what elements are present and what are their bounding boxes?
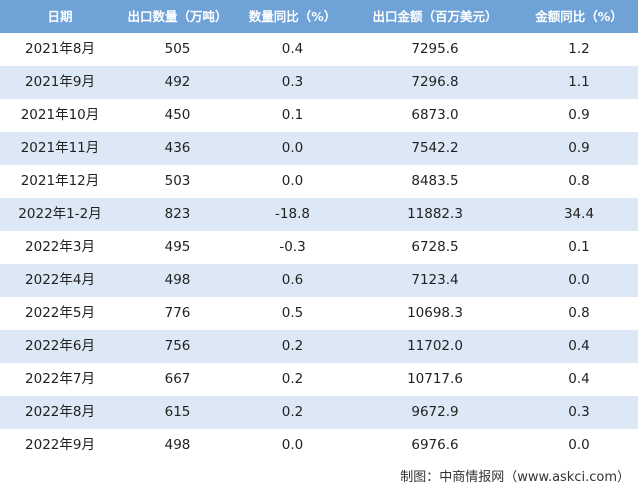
table-cell: 0.3 xyxy=(568,404,590,420)
table-cell: 492 xyxy=(164,74,191,90)
table-cell: 503 xyxy=(164,173,191,189)
table-cell: 0.0 xyxy=(281,140,304,156)
table-cell: 450 xyxy=(164,107,191,123)
table-cell: 0.9 xyxy=(568,140,590,156)
table-cell: 2021年11月 xyxy=(20,140,100,156)
table-cell: 1.1 xyxy=(568,74,590,90)
table-cell: 0.2 xyxy=(281,404,304,420)
table-cell: 0.0 xyxy=(568,272,590,288)
table-row: 2021年10月 450 0.1 6873.0 0.9 xyxy=(0,99,638,132)
table-cell: 2021年10月 xyxy=(20,107,100,123)
table-cell: 436 xyxy=(164,140,191,156)
table-cell: 6728.5 xyxy=(411,239,459,255)
table-cell: 2022年7月 xyxy=(25,371,95,387)
table-cell: 0.9 xyxy=(568,107,590,123)
table-cell: 11882.3 xyxy=(407,206,463,222)
table-row: 2022年9月 498 0.0 6976.6 0.0 xyxy=(0,429,638,462)
table-cell: 6873.0 xyxy=(411,107,459,123)
table-cell: 11702.0 xyxy=(407,338,463,354)
table-cell: 505 xyxy=(164,41,191,57)
table-row: 2021年8月 505 0.4 7295.6 1.2 xyxy=(0,33,638,66)
table-cell: 498 xyxy=(164,437,191,453)
table-cell: 2021年12月 xyxy=(20,173,100,189)
table-cell: 0.0 xyxy=(281,173,304,189)
table-cell: 8483.5 xyxy=(411,173,459,189)
table-cell: 0.2 xyxy=(281,338,304,354)
table-row: 2022年6月 756 0.2 11702.0 0.4 xyxy=(0,330,638,363)
footer: 制图：中商情报网（www.askci.com） xyxy=(400,470,630,485)
table-cell: 0.4 xyxy=(568,371,590,387)
table-cell: 1.2 xyxy=(568,41,590,57)
header-cell: 金额同比（%） xyxy=(535,9,623,24)
header-cell: 数量同比（%） xyxy=(248,9,337,24)
table-row: 2022年1-2月 823 -18.8 11882.3 34.4 xyxy=(0,198,638,231)
table-cell: 9672.9 xyxy=(411,404,459,420)
table-cell: 0.6 xyxy=(281,272,304,288)
table-cell: 2022年1-2月 xyxy=(18,206,102,222)
table-cell: 0.8 xyxy=(568,173,590,189)
table-cell: 0.8 xyxy=(568,305,590,321)
table-cell: 615 xyxy=(164,404,191,420)
table-cell: 667 xyxy=(164,371,191,387)
table-cell: 2022年8月 xyxy=(25,404,95,420)
table-cell: 10698.3 xyxy=(407,305,463,321)
header-cell: 出口金额（百万美元） xyxy=(372,9,498,24)
table-cell: 7123.4 xyxy=(411,272,459,288)
table-cell: 756 xyxy=(164,338,191,354)
table-cell: 34.4 xyxy=(563,206,595,222)
table-cell: 498 xyxy=(164,272,191,288)
table-row: 2021年12月 503 0.0 8483.5 0.8 xyxy=(0,165,638,198)
table-cell: 0.3 xyxy=(281,74,304,90)
table-row: 2022年5月 776 0.5 10698.3 0.8 xyxy=(0,297,638,330)
table-cell: 776 xyxy=(164,305,191,321)
table-cell: 0.4 xyxy=(281,41,304,57)
table-cell: 0.5 xyxy=(281,305,304,321)
table-cell: 7295.6 xyxy=(411,41,459,57)
table-cell: 0.2 xyxy=(281,371,304,387)
table-row: 2021年11月 436 0.0 7542.2 0.9 xyxy=(0,132,638,165)
table-cell: 823 xyxy=(164,206,191,222)
table-cell: 2022年3月 xyxy=(25,239,95,255)
table-cell: 0.1 xyxy=(568,239,590,255)
table-cell: 2021年9月 xyxy=(25,74,95,90)
table-cell: 6976.6 xyxy=(411,437,459,453)
table-cell: 0.4 xyxy=(568,338,590,354)
header-cell: 日期 xyxy=(47,9,73,24)
table-cell: 2022年9月 xyxy=(25,437,95,453)
table-cell: 10717.6 xyxy=(407,371,463,387)
table-row: 2022年3月 495 -0.3 6728.5 0.1 xyxy=(0,231,638,264)
table-row: 2022年7月 667 0.2 10717.6 0.4 xyxy=(0,363,638,396)
header-cell: 出口数量（万吨） xyxy=(127,9,228,24)
table-cell: 495 xyxy=(164,239,191,255)
table-cell: -0.3 xyxy=(279,239,306,255)
table-cell: 2022年6月 xyxy=(25,338,95,354)
table-row: 2022年4月 498 0.6 7123.4 0.0 xyxy=(0,264,638,297)
table-row: 2022年8月 615 0.2 9672.9 0.3 xyxy=(0,396,638,429)
header-row: 日期 出口数量（万吨） 数量同比（%） 出口金额（百万美元） 金额同比（%） xyxy=(0,0,638,33)
table-cell: 0.1 xyxy=(281,107,304,123)
table-row: 2021年9月 492 0.3 7296.8 1.1 xyxy=(0,66,638,99)
table-cell: 7542.2 xyxy=(411,140,459,156)
table-cell: 2022年5月 xyxy=(25,305,95,321)
table-cell: 0.0 xyxy=(281,437,304,453)
table-cell: 2021年8月 xyxy=(25,41,95,57)
table-cell: 7296.8 xyxy=(411,74,459,90)
table-cell: 0.0 xyxy=(568,437,590,453)
table-cell: 2022年4月 xyxy=(25,272,95,288)
table-cell: -18.8 xyxy=(275,206,310,222)
